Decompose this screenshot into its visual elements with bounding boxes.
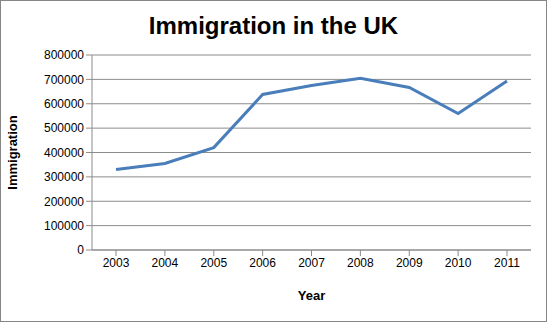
svg-text:Year: Year [298,288,325,303]
svg-text:300000: 300000 [44,170,84,184]
svg-text:2003: 2003 [103,256,130,270]
svg-text:Immigration: Immigration [8,115,20,189]
svg-text:800000: 800000 [44,48,84,62]
svg-text:2004: 2004 [152,256,179,270]
svg-text:0: 0 [77,243,84,257]
svg-text:600000: 600000 [44,97,84,111]
svg-text:2011: 2011 [494,256,520,270]
svg-text:700000: 700000 [44,73,84,87]
svg-text:100000: 100000 [44,219,84,233]
svg-text:200000: 200000 [44,195,84,209]
svg-text:2006: 2006 [249,256,276,270]
svg-text:2008: 2008 [347,256,374,270]
svg-text:500000: 500000 [44,121,84,135]
svg-text:2009: 2009 [396,256,423,270]
svg-text:2010: 2010 [445,256,472,270]
svg-text:2007: 2007 [298,256,325,270]
svg-text:2005: 2005 [200,256,227,270]
html-text:Immigration in the UK: Immigration in the UK [148,12,399,39]
svg-text:400000: 400000 [44,146,84,160]
